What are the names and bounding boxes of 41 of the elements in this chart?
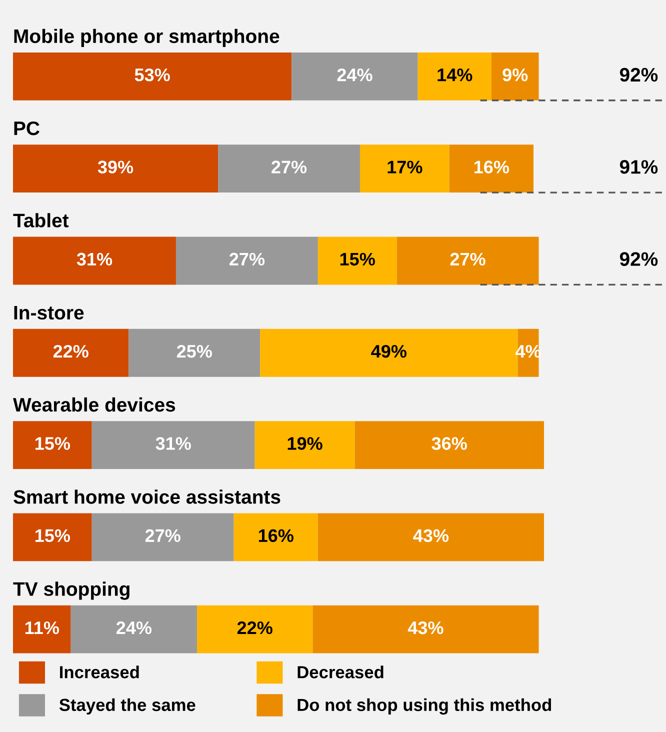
data-label: 43%: [408, 621, 444, 634]
y-tick-label: TV shopping: [13, 582, 130, 600]
data-label: 24%: [116, 621, 152, 634]
data-label: 53%: [134, 68, 170, 82]
data-label: 11%: [25, 621, 60, 634]
data-label: 27%: [230, 252, 265, 266]
data-label: 15%: [340, 252, 375, 266]
data-label: 27%: [145, 529, 180, 542]
data-label: 39%: [98, 160, 134, 174]
data-label: 14%: [438, 68, 472, 82]
y-tick-label: PC: [14, 121, 40, 136]
y-tick-label: In-store: [14, 306, 84, 320]
data-label: 31%: [156, 437, 191, 450]
legend-label: Decreased: [298, 666, 384, 678]
data-label: 27%: [272, 160, 307, 174]
data-label: 19%: [288, 437, 322, 450]
data-label: 15%: [36, 437, 70, 450]
data-label: 27%: [450, 252, 486, 266]
data-label: 36%: [432, 437, 467, 450]
y-tick-label: Tablet: [13, 213, 69, 228]
data-label: 25%: [176, 344, 212, 358]
y-tick-label: Wearable devices: [13, 397, 176, 412]
y-tick-label: Mobile phone or smartphone: [14, 28, 280, 47]
data-label: 17%: [388, 160, 422, 174]
data-label: 16%: [474, 160, 510, 174]
data-label: 9%: [502, 68, 528, 82]
legend-label: Increased: [60, 666, 139, 678]
data-label: 22%: [53, 344, 88, 358]
data-label: 43%: [413, 529, 449, 542]
y-tick-label: Smart home voice assistants: [14, 490, 280, 504]
data-label: 49%: [371, 344, 406, 358]
data-label: 24%: [337, 68, 372, 82]
data-label: 15%: [36, 529, 70, 542]
data-label: 16%: [258, 529, 294, 542]
legend-label: Stayed the same: [59, 698, 196, 715]
data-label: 22%: [237, 621, 272, 634]
text: 92%: [620, 68, 658, 82]
legend-label: Do not shop using this method: [298, 698, 552, 715]
data-label: 31%: [76, 252, 112, 266]
text: 92%: [620, 252, 658, 266]
text: 91%: [620, 160, 658, 174]
